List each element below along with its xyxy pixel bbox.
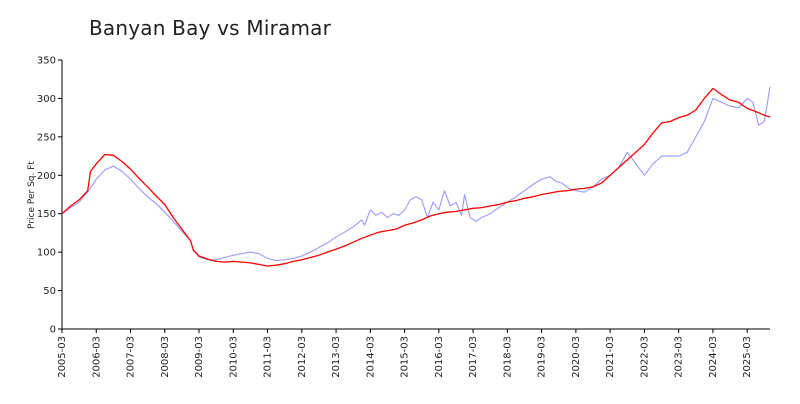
x-tick-label: 2022-03: [639, 336, 650, 378]
x-tick-label: 2013-03: [331, 336, 342, 378]
x-tick-label: 2023-03: [674, 336, 685, 378]
y-tick-label: 250: [37, 132, 56, 143]
y-tick-label: 150: [37, 209, 56, 220]
x-tick-label: 2010-03: [228, 336, 239, 378]
x-tick-label: 2024-03: [708, 336, 719, 378]
y-tick-label: 0: [50, 325, 56, 336]
x-tick-label: 2021-03: [605, 336, 616, 378]
x-tick-label: 2011-03: [263, 336, 274, 378]
x-tick-label: 2016-03: [434, 336, 445, 378]
series-line-2: [61, 86, 771, 262]
series-line-1: [61, 87, 771, 267]
x-tick-label: 2009-03: [194, 336, 205, 378]
x-tick-label: 2017-03: [468, 336, 479, 378]
x-tick-label: 2014-03: [365, 336, 376, 378]
x-tick-label: 2008-03: [160, 336, 171, 378]
y-tick-label: 100: [37, 248, 56, 259]
x-tick-label: 2007-03: [126, 336, 137, 378]
x-tick-label: 2018-03: [502, 336, 513, 378]
axes: 0 50 100 150 200 250 300 350 2005-03 2006-03 2007-…: [27, 56, 770, 378]
y-tick-label: 200: [37, 171, 56, 182]
x-tick-label: 2015-03: [400, 336, 411, 378]
x-tick-label: 2025-03: [742, 336, 753, 378]
x-tick-label: 2019-03: [537, 336, 548, 378]
series-group: [61, 86, 771, 267]
x-tick-label: 2006-03: [91, 336, 102, 378]
y-tick-label: 350: [37, 56, 56, 67]
x-tick-label: 2020-03: [571, 336, 582, 378]
y-axis-label: Price Per Sq. Ft: [27, 161, 37, 229]
chart-title: Banyan Bay vs Miramar: [89, 16, 332, 40]
x-tick-label: 2005-03: [57, 336, 68, 378]
y-tick-label: 300: [37, 94, 56, 105]
x-tick-label: 2012-03: [297, 336, 308, 378]
y-tick-label: 50: [43, 286, 56, 297]
